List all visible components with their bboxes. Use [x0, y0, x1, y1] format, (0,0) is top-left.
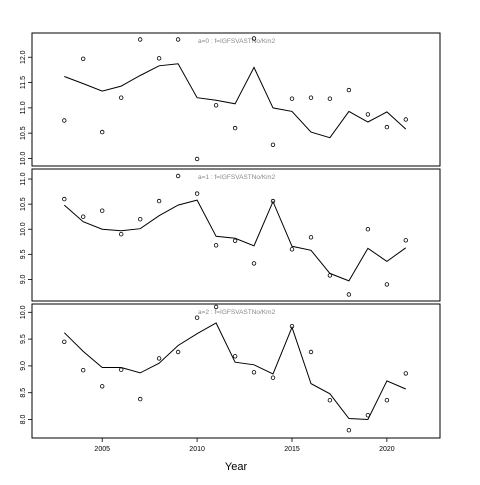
x-axis-title: Year [225, 461, 248, 473]
panel-frame [31, 32, 441, 167]
panel-label: a=1 : f=IGFSVASTNo/Km2 [198, 174, 276, 181]
observed-point [194, 156, 200, 162]
observed-point [62, 118, 67, 123]
observed-point [251, 36, 257, 41]
observed-point [384, 124, 390, 130]
observed-point [99, 384, 105, 389]
y-tick-label: 10.0 [20, 305, 27, 319]
panel-label: a=0 : f=IGFSVASTNo/Km2 [198, 38, 276, 45]
observed-point [289, 96, 295, 101]
observed-point [213, 304, 219, 310]
observed-point [213, 243, 219, 248]
observed-point [99, 129, 105, 135]
observed-point [384, 398, 390, 403]
observed-point [137, 216, 143, 222]
panel-frame [31, 168, 441, 302]
observed-point [327, 398, 333, 403]
observed-point [403, 238, 408, 243]
y-tick-label: 10.5 [20, 126, 27, 140]
y-tick-label: 11.0 [20, 172, 27, 185]
observed-point [365, 112, 371, 117]
observed-point [80, 368, 86, 373]
panel-label: a=2 : f=IGFSVASTNo/Km2 [198, 309, 276, 316]
observed-point [270, 375, 276, 380]
y-tick-label: 8.5 [20, 388, 27, 398]
observed-point [62, 196, 67, 202]
observed-point [194, 315, 200, 320]
observed-point [270, 198, 276, 204]
x-tick-label: 2020 [379, 446, 395, 453]
observed-point [346, 87, 352, 93]
observed-point [99, 208, 105, 213]
observed-point [289, 324, 295, 329]
panel-frame [31, 303, 441, 439]
observed-point [346, 292, 352, 297]
observed-point [251, 261, 257, 266]
fitted-line [63, 199, 407, 282]
y-tick-label: 9.5 [20, 334, 27, 344]
observed-point [194, 191, 200, 196]
observed-point [327, 273, 333, 278]
observed-point [137, 396, 143, 402]
observed-point [308, 349, 314, 355]
y-tick-label: 8.0 [20, 415, 27, 425]
y-tick-label: 11.0 [20, 101, 27, 114]
observed-point [175, 37, 181, 42]
observed-point [270, 142, 276, 147]
y-tick-label: 11.5 [20, 76, 27, 89]
observed-point [232, 125, 238, 131]
x-tick-label: 2015 [284, 446, 300, 453]
fitted-line [64, 63, 407, 139]
observed-point [156, 56, 162, 61]
observed-point [365, 413, 371, 418]
y-tick-label: 12.0 [20, 50, 27, 64]
observed-point [175, 173, 181, 179]
observed-point [232, 354, 238, 359]
observed-point [62, 339, 67, 344]
observed-point [384, 282, 390, 287]
observed-point [365, 226, 371, 232]
observed-point [308, 95, 314, 100]
observed-point [118, 367, 124, 372]
y-tick-label: 9.0 [20, 361, 27, 371]
x-tick-label: 2005 [94, 446, 110, 453]
observed-point [327, 96, 333, 101]
observed-point [156, 198, 162, 204]
observed-point [118, 95, 124, 100]
observed-point [175, 349, 181, 355]
y-tick-label: 10.0 [20, 222, 27, 236]
observed-point [289, 247, 295, 252]
observed-point [346, 428, 352, 433]
y-tick-label: 10.5 [20, 197, 27, 211]
observed-point [308, 235, 314, 240]
y-tick-label: 9.0 [20, 274, 27, 284]
y-tick-label: 9.5 [20, 249, 27, 259]
observed-point [251, 370, 257, 375]
observed-point [232, 238, 238, 243]
observed-point [213, 103, 219, 108]
observed-point [156, 356, 162, 361]
x-tick-label: 2010 [189, 446, 205, 453]
observed-point [80, 56, 86, 61]
observed-point [137, 37, 143, 42]
observed-point [118, 231, 124, 237]
observed-point [403, 371, 408, 376]
fitted-line [63, 322, 406, 421]
observed-point [80, 214, 86, 219]
observed-point [403, 117, 408, 122]
y-tick-label: 10.0 [20, 152, 27, 166]
